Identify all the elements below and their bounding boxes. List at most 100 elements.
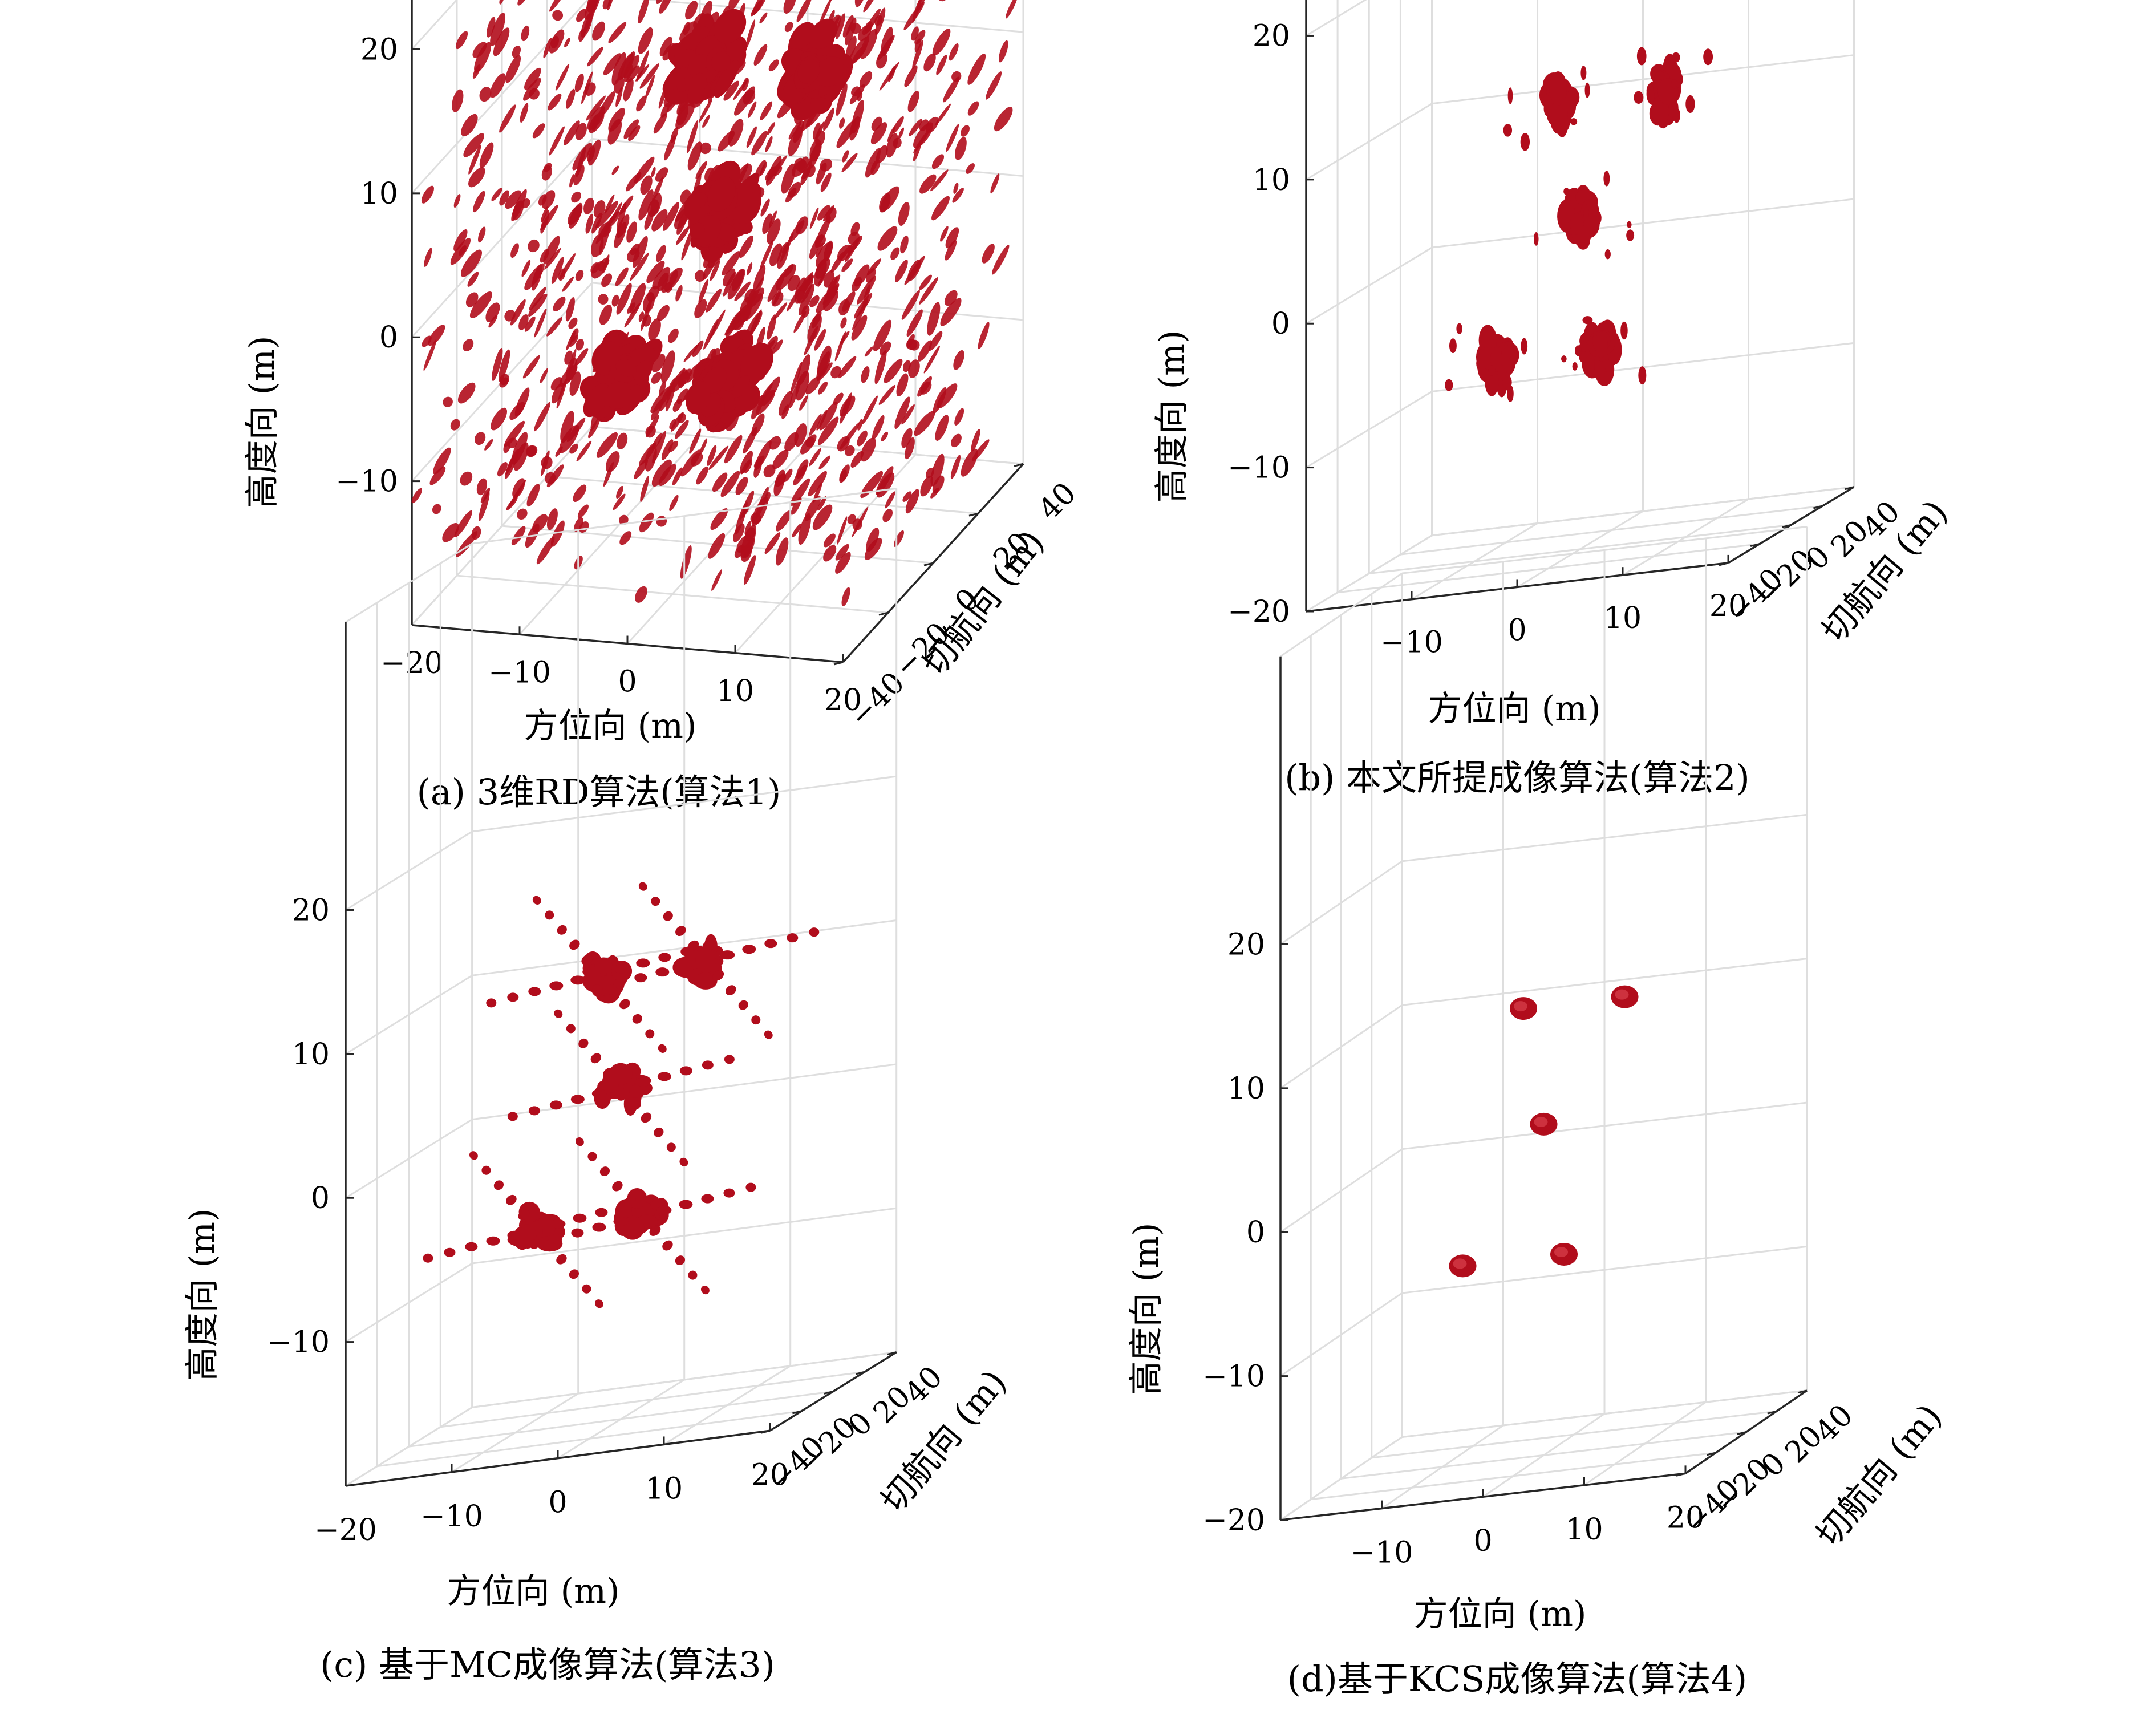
clutter-point [789, 378, 801, 408]
target-blob [633, 360, 653, 382]
clutter-point [638, 27, 653, 54]
sidelobe-point [636, 958, 650, 968]
clutter-point [881, 431, 889, 441]
sidelobe-point [469, 1151, 478, 1160]
clutter-point [762, 213, 773, 234]
clutter-point [919, 277, 939, 305]
clutter-point [809, 414, 822, 436]
clutter-point [943, 76, 960, 103]
clutter-point [550, 520, 565, 547]
x-tick-label: −20 [380, 646, 443, 680]
panel-caption: (b) 本文所提成像算法(算法2) [1284, 757, 1750, 799]
sidelobe-point [529, 1239, 540, 1249]
clutter-point [520, 103, 529, 123]
sidelobe-point [591, 1089, 607, 1099]
clutter-point [820, 159, 833, 172]
clutter-point [800, 275, 814, 291]
clutter-point [851, 315, 868, 341]
sidelobe-point [486, 1236, 500, 1246]
clutter-point [812, 122, 821, 140]
target-blob [1496, 364, 1508, 398]
clutter-point [982, 244, 995, 264]
sidelobe-point [742, 945, 756, 954]
clutter-point [687, 141, 702, 171]
sidelobe-point [723, 1188, 735, 1198]
clutter-point [773, 302, 788, 321]
sidelobe-point [1584, 82, 1590, 98]
y-tick-mark [1719, 562, 1729, 566]
sidelobe-point [557, 925, 567, 935]
clutter-point [798, 513, 811, 545]
clutter-point [815, 257, 830, 279]
clutter-point [611, 52, 626, 86]
clutter-point [465, 292, 479, 307]
clutter-point [920, 475, 933, 497]
clutter-point [901, 290, 920, 320]
sidelobe-point [481, 1165, 491, 1175]
clutter-point [857, 419, 863, 431]
clutter-point [569, 371, 581, 396]
sidelobe-point [663, 911, 673, 921]
clutter-point [577, 504, 589, 518]
sidelobe-point [1520, 132, 1530, 151]
sidewall-gridline [1280, 860, 1403, 945]
clutter-point [913, 129, 930, 153]
clutter-point [805, 436, 815, 448]
x-tick-label: −10 [1380, 626, 1443, 660]
clutter-point [702, 115, 710, 128]
clutter-point [423, 339, 437, 371]
clutter-point [840, 469, 847, 482]
clutter-point [676, 388, 689, 404]
target-highlight [1453, 1258, 1467, 1269]
z-tick-label: 10 [1253, 163, 1290, 197]
backwall-gridline [1401, 958, 1808, 1006]
target-blob [714, 60, 739, 98]
sidewall-gridline [411, 0, 458, 50]
clutter-point [723, 80, 739, 101]
clutter-point [707, 445, 717, 467]
clutter-point [766, 156, 782, 186]
clutter-point [672, 467, 683, 485]
y-tick-mark [1845, 486, 1854, 491]
clutter-point [628, 125, 641, 141]
clutter-point [659, 381, 666, 396]
clutter-point [469, 291, 492, 319]
clutter-point [768, 59, 779, 72]
clutter-point [793, 465, 807, 485]
clutter-point [940, 298, 962, 326]
x-axis-label: 方位向 (m) [1414, 1594, 1587, 1634]
clutter-point [474, 432, 486, 445]
clutter-point [613, 493, 626, 510]
z-tick-label: 20 [292, 893, 330, 927]
clutter-point [930, 169, 949, 192]
clutter-point [601, 273, 613, 287]
clutter-point [563, 120, 580, 145]
clutter-point [796, 216, 809, 235]
clutter-point [616, 485, 623, 499]
z-tick-label: −10 [1202, 1360, 1265, 1394]
z-tick-label: 0 [379, 321, 398, 355]
clutter-point [862, 395, 878, 424]
clutter-point [586, 95, 606, 121]
clutter-point [487, 17, 496, 38]
target-highlight [1554, 1247, 1568, 1258]
x-axis-label: 方位向 (m) [447, 1571, 620, 1611]
target-blob [816, 56, 844, 87]
clutter-point [538, 194, 547, 206]
clutter-point [517, 0, 528, 6]
clutter-point [835, 544, 849, 561]
grid-lines [1279, 526, 1808, 1521]
clutter-point [845, 17, 857, 46]
clutter-point [809, 139, 822, 162]
clutter-point [951, 433, 962, 448]
clutter-point [508, 480, 526, 509]
clutter-point [799, 395, 808, 411]
clutter-point [978, 322, 990, 350]
sidelobe-point [507, 1230, 522, 1240]
clutter-point [668, 328, 679, 343]
target-blob [604, 381, 631, 409]
target-blob [1570, 213, 1584, 235]
clutter-point [739, 235, 753, 258]
clutter-point [906, 309, 923, 337]
